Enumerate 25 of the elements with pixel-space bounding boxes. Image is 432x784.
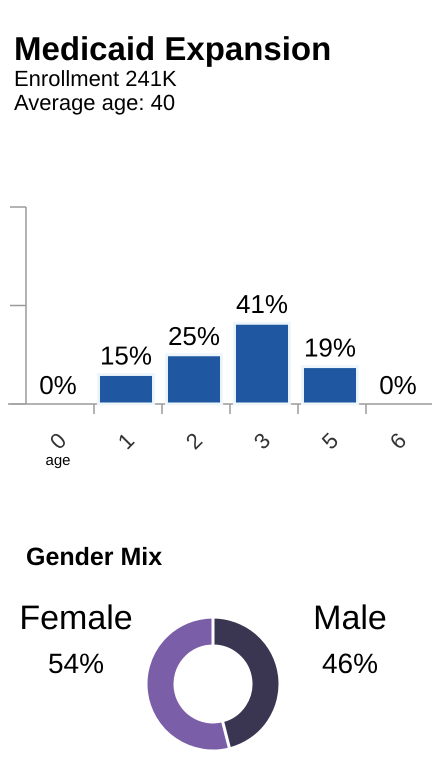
bar: [164, 353, 224, 406]
x-tick-label: 6: [384, 428, 412, 454]
data-label: 41%: [236, 289, 288, 320]
data-label: 19%: [304, 332, 356, 363]
bar: [232, 322, 292, 406]
bar: [96, 372, 156, 406]
data-label: 54%: [48, 648, 104, 679]
x-tick-label: 1: [112, 428, 140, 454]
data-label: 46%: [322, 648, 378, 679]
chart-title: Gender Mix: [26, 543, 162, 571]
slice-label: Female: [19, 599, 133, 637]
chart-subtitle: Enrollment 241K: [14, 66, 177, 91]
chart-title: Medicaid Expansion: [14, 30, 332, 67]
data-label: 0%: [39, 370, 77, 400]
data-label: 0%: [379, 370, 417, 400]
data-label: 15%: [100, 340, 152, 370]
x-axis-title: age: [45, 452, 71, 469]
x-tick-label: 5: [316, 428, 344, 454]
data-label: 25%: [168, 320, 220, 351]
x-tick-label: 3: [248, 428, 276, 454]
bar: [300, 365, 360, 406]
x-tick-label: 2: [180, 428, 208, 454]
x-tick-label: 0: [44, 428, 72, 454]
slice-label: Male: [313, 599, 387, 637]
text: Average age: 40: [14, 90, 176, 115]
